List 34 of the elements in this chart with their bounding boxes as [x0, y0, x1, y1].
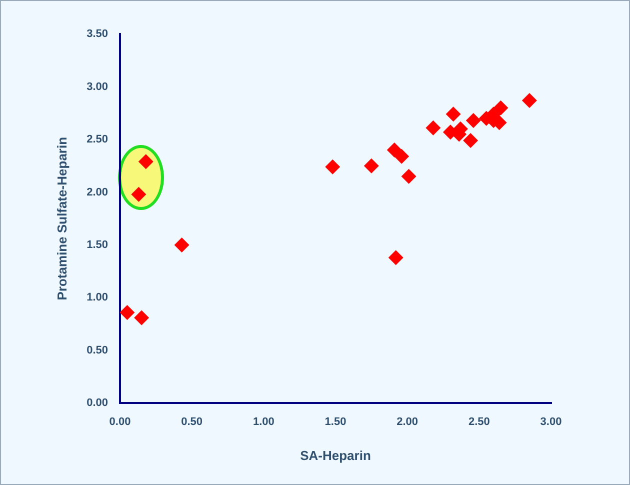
y-tick-label: 0.50 — [86, 344, 108, 356]
point — [426, 120, 441, 136]
point — [394, 148, 410, 164]
y-tick-label: 0.00 — [86, 397, 108, 410]
point — [134, 310, 150, 326]
x-tick-label: 3.00 — [540, 416, 562, 428]
point — [388, 250, 404, 266]
point — [174, 237, 190, 252]
point — [522, 92, 537, 108]
point — [386, 142, 402, 158]
y-tick-label: 1.00 — [86, 292, 108, 304]
y-tick-label: 2.00 — [86, 186, 108, 198]
point — [364, 158, 379, 174]
x-tick-label: 1.00 — [252, 416, 274, 428]
point — [466, 113, 481, 128]
point — [120, 304, 135, 320]
y-axis-title: Protamine Sulfate-Heparin — [54, 136, 70, 300]
point — [446, 106, 461, 122]
point — [463, 133, 478, 148]
y-tick-label: 3.00 — [86, 80, 108, 93]
x-axis-title: SA-Heparin — [300, 448, 371, 463]
y-tick-label: 2.50 — [86, 134, 108, 146]
point — [325, 159, 340, 174]
x-tick-label: 0.00 — [109, 416, 131, 428]
point — [401, 168, 416, 184]
point — [131, 186, 146, 202]
point — [138, 154, 154, 170]
point — [493, 100, 508, 116]
x-tick-label: 2.00 — [396, 416, 418, 428]
x-tick-label: 0.50 — [181, 416, 203, 428]
y-tick-label: 3.50 — [86, 28, 108, 40]
x-tick-label: 2.50 — [468, 416, 490, 428]
x-tick-label: 1.50 — [324, 416, 346, 428]
y-tick-label: 1.50 — [86, 239, 108, 252]
